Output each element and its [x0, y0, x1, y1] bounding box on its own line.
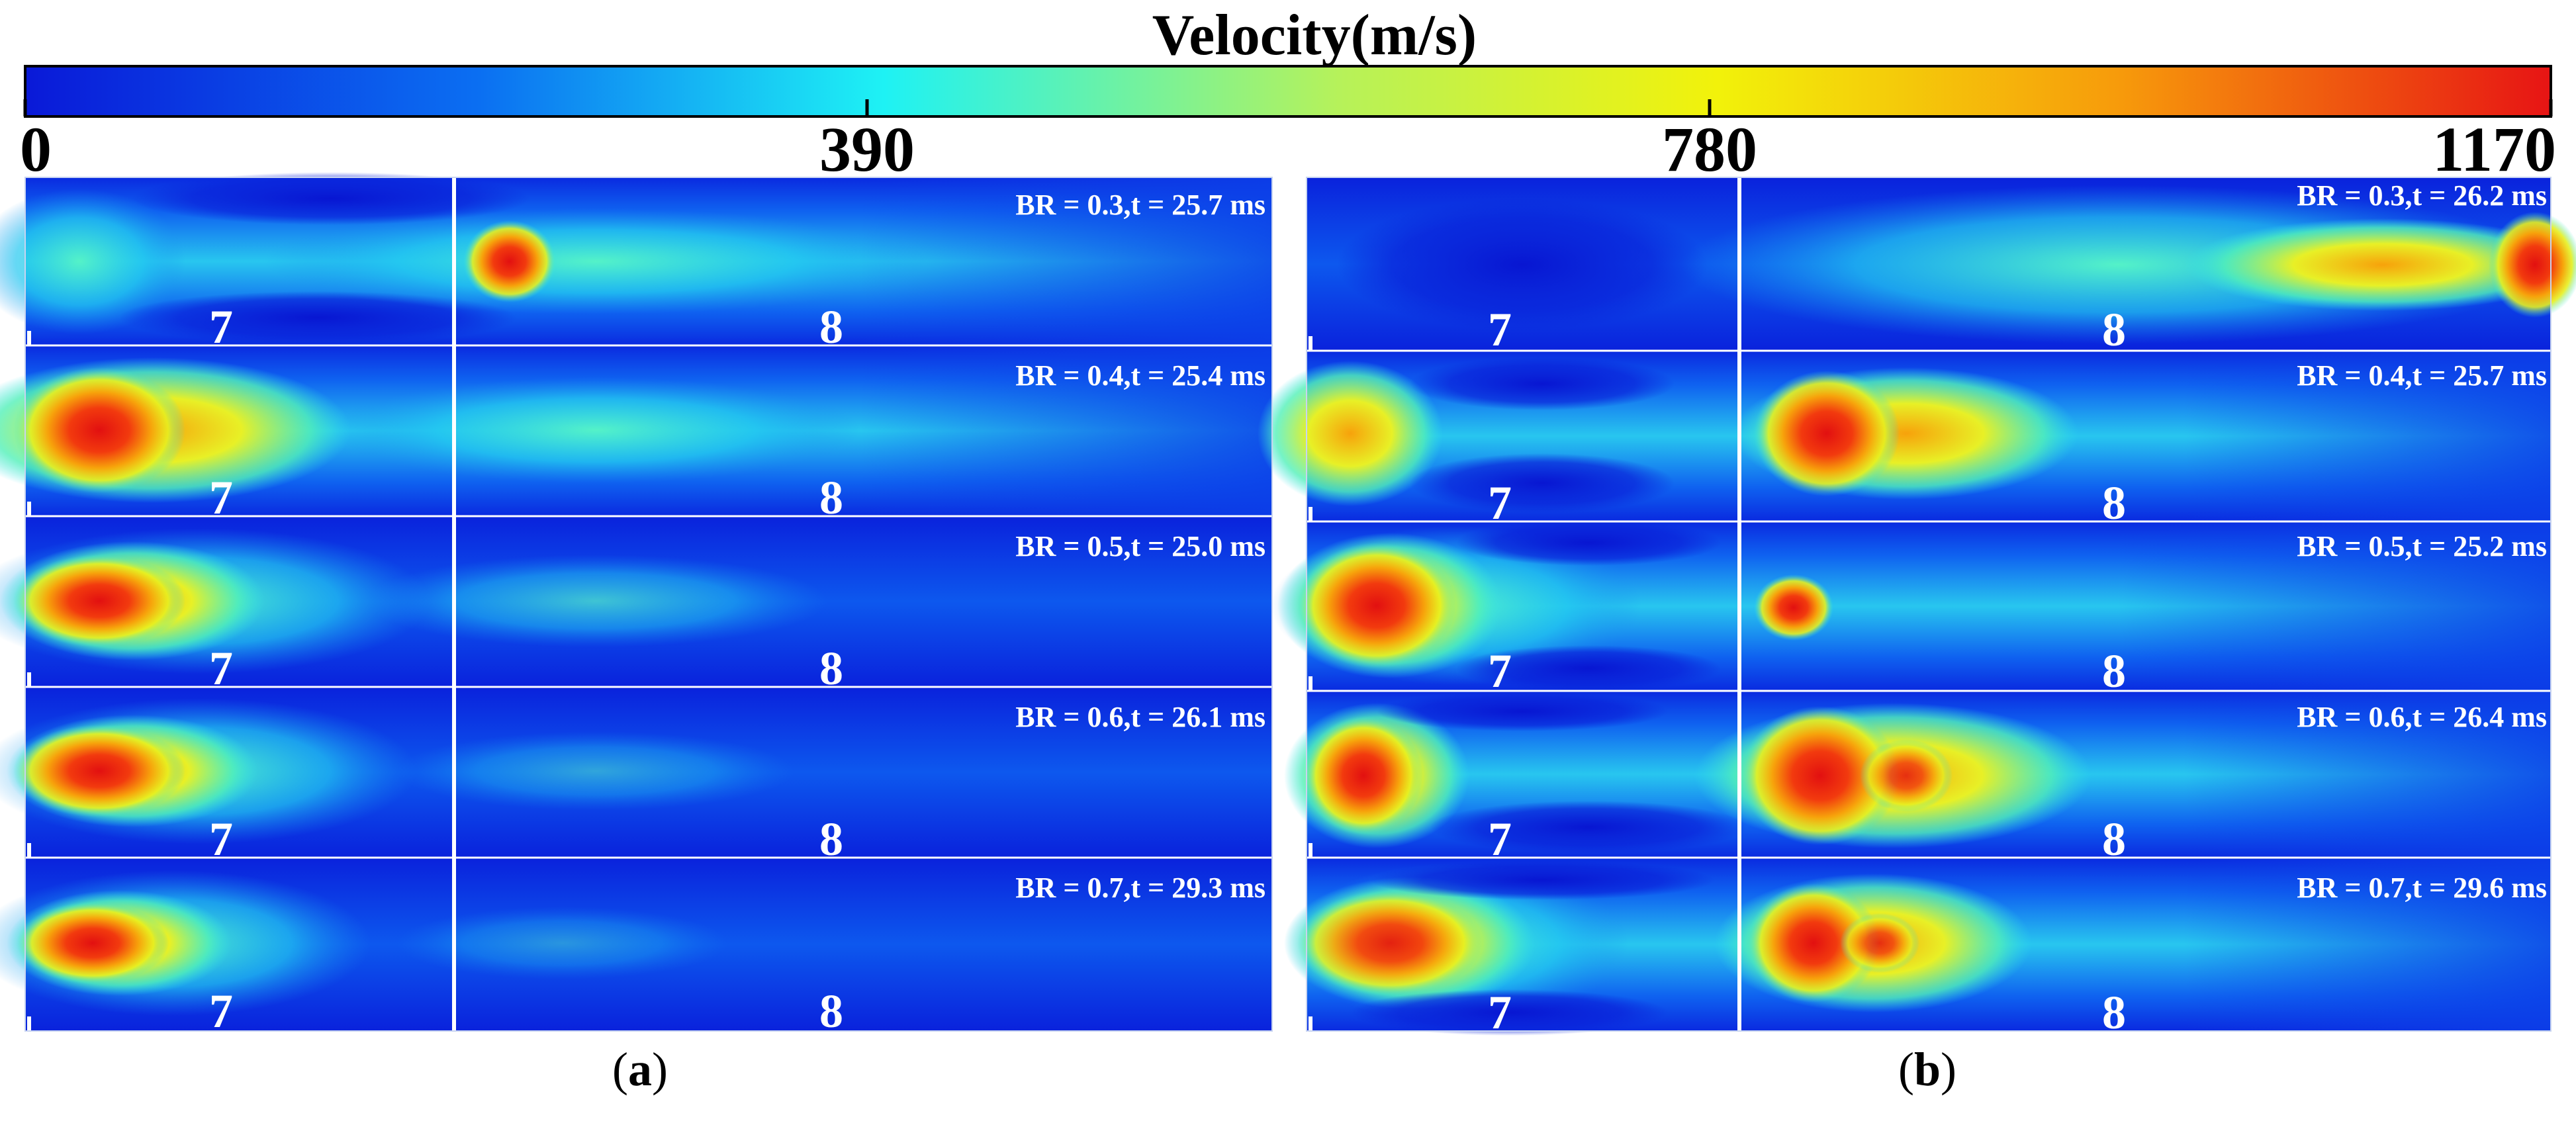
colorbar-tick-label: 0: [20, 114, 52, 185]
segment-label-7: 7: [209, 813, 233, 866]
panel-caption-a: (a): [612, 1043, 668, 1096]
segment-label-7: 7: [1488, 303, 1512, 356]
row-label: BR = 0.5,t = 25.2 ms: [2297, 530, 2547, 562]
colorbar-tick-label: 1170: [2432, 114, 2556, 185]
colorbar: Velocity(m/s) 0 390 780 1170: [20, 3, 2556, 185]
row-label: BR = 0.3,t = 25.7 ms: [1015, 189, 1265, 221]
contour-row: [1271, 519, 2551, 692]
segment-label-8: 8: [2102, 303, 2126, 356]
segment-label-8: 8: [2102, 476, 2126, 529]
contour-row: [1284, 691, 2551, 858]
segment-label-7: 7: [209, 300, 233, 353]
colorbar-tick-label: 390: [819, 114, 915, 185]
row-label: BR = 0.7,t = 29.3 ms: [1015, 872, 1265, 904]
row-label: BR = 0.4,t = 25.4 ms: [1015, 359, 1265, 392]
segment-label-8: 8: [2102, 813, 2126, 866]
segment-label-7: 7: [209, 985, 233, 1038]
segment-label-8: 8: [819, 985, 843, 1038]
row-label: BR = 0.6,t = 26.4 ms: [2297, 701, 2547, 733]
contour-row: [0, 172, 1272, 345]
panel-b: BR = 0.3,t = 26.2 ms 7 8 BR = 0.4,t = 25…: [1258, 177, 2576, 1039]
segment-label-8: 8: [819, 642, 843, 695]
contour-row: [0, 345, 1272, 516]
panel-caption-a-letter: a: [627, 1043, 652, 1096]
segment-label-7: 7: [1488, 645, 1512, 697]
contour-row: [1284, 858, 2551, 1036]
contour-row: [1307, 177, 2576, 351]
row-label: BR = 0.7,t = 29.6 ms: [2297, 872, 2547, 904]
colorbar-tick-label: 780: [1662, 114, 1757, 185]
contour-row: [1258, 351, 2551, 521]
segment-label-8: 8: [819, 300, 843, 353]
segment-label-8: 8: [2102, 645, 2126, 697]
colorbar-ticks: [23, 99, 2553, 116]
colorbar-title: Velocity(m/s): [1152, 3, 1477, 67]
colorbar-gradient: [24, 65, 2552, 118]
contour-row: [0, 687, 1272, 858]
segment-label-8: 8: [819, 471, 843, 524]
segment-label-7: 7: [1488, 986, 1512, 1039]
row-label: BR = 0.5,t = 25.0 ms: [1015, 530, 1265, 562]
segment-label-7: 7: [209, 642, 233, 695]
segment-label-7: 7: [209, 471, 233, 524]
row-label: BR = 0.3,t = 26.2 ms: [2297, 179, 2547, 212]
panel-caption-b-letter: b: [1913, 1043, 1941, 1096]
contour-row: [0, 516, 1272, 687]
panel-a: BR = 0.3,t = 25.7 ms 7 8 BR = 0.4,t = 25…: [0, 172, 1272, 1038]
segment-label-7: 7: [1488, 813, 1512, 866]
row-label: BR = 0.6,t = 26.1 ms: [1015, 701, 1265, 733]
segment-label-7: 7: [1488, 476, 1512, 529]
segment-label-8: 8: [2102, 986, 2126, 1039]
panel-caption-b: (b): [1898, 1043, 1957, 1096]
segment-label-8: 8: [819, 813, 843, 866]
row-label: BR = 0.4,t = 25.7 ms: [2297, 359, 2547, 392]
contour-row: [0, 858, 1272, 1031]
